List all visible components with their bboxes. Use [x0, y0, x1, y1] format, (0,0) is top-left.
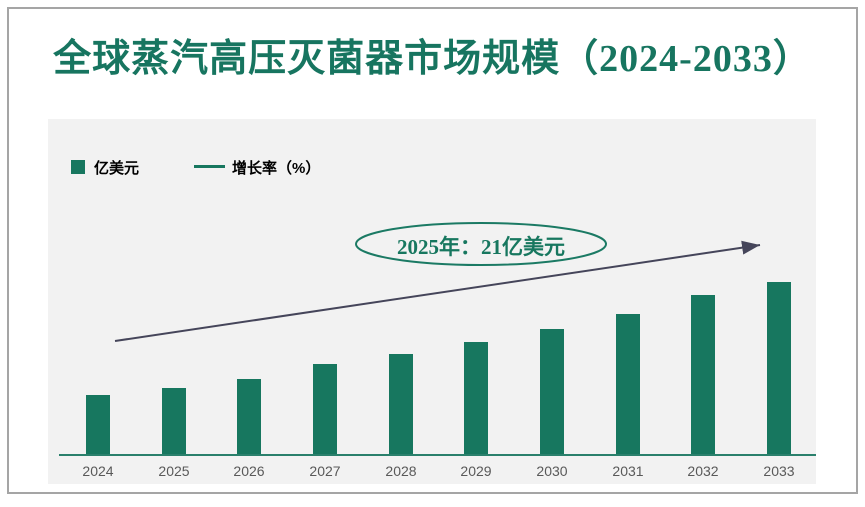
legend-line-label: 增长率（%） [232, 160, 321, 177]
x-tick-2031: 2031 [612, 463, 644, 479]
legend-bar-swatch [71, 160, 85, 174]
x-tick-2024: 2024 [82, 463, 114, 479]
bar-2033 [767, 282, 791, 454]
bar-2030 [540, 329, 564, 454]
bar-2024 [86, 395, 110, 454]
x-tick-2026: 2026 [233, 463, 265, 479]
x-tick-2032: 2032 [687, 463, 719, 479]
bar-2028 [389, 354, 413, 454]
annotation-label: 2025年：21亿美元 [397, 235, 565, 259]
growth-trend-arrow [114, 240, 761, 342]
chart-title: 全球蒸汽高压灭菌器市场规模（2024-2033） [53, 38, 812, 80]
bar-2027 [313, 364, 337, 454]
x-tick-2025: 2025 [158, 463, 190, 479]
bar-2029 [464, 342, 488, 454]
bar-2031 [616, 314, 640, 454]
annotation-ellipse [355, 222, 607, 266]
chart-frame: 全球蒸汽高压灭菌器市场规模（2024-2033） 亿美元 增长率（%） 2025… [7, 7, 858, 494]
trend-annotation-layer [114, 222, 761, 342]
legend-bar-label: 亿美元 [94, 160, 140, 177]
legend-line-swatch [194, 165, 225, 168]
bar-2032 [691, 295, 715, 454]
x-tick-2033: 2033 [763, 463, 795, 479]
x-tick-2028: 2028 [385, 463, 417, 479]
x-tick-2027: 2027 [309, 463, 341, 479]
x-tick-2029: 2029 [460, 463, 492, 479]
bar-2025 [162, 388, 186, 454]
x-axis-line [59, 454, 816, 456]
plot-panel: 亿美元 增长率（%） 2025年：21亿美元 2024 2025 2026 2027 2… [48, 119, 816, 484]
bar-2026 [237, 379, 261, 454]
x-tick-2030: 2030 [536, 463, 568, 479]
